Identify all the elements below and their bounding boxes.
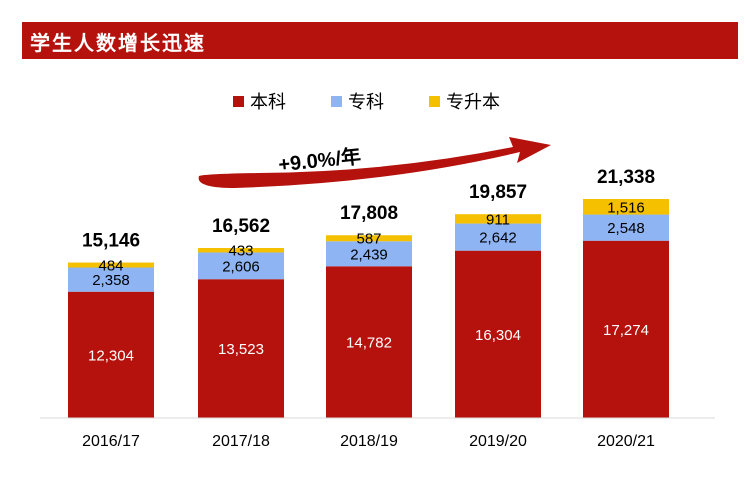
segment-label-3-5: 1,516 [607,199,645,216]
x-tick-label-3: 2018/19 [340,433,398,450]
bar-segment-1-1 [68,291,154,418]
bar-segment-2-5 [583,214,669,241]
total-label-5: 21,338 [597,167,655,188]
segment-label-2-3: 2,439 [350,246,388,263]
segment-label-1-3: 14,782 [346,335,392,352]
legend-label-2: 专科 [348,92,384,113]
bar-group-2019/20: 16,304 2,642 911 19,857 [455,182,541,418]
legend: 本科 专科 专升本 [233,92,500,113]
bar-segment-3-2 [198,248,284,253]
bar-segment-1-3 [326,266,412,418]
segment-label-2-5: 2,548 [607,220,645,237]
x-tick-label-4: 2019/20 [469,433,527,450]
bar-segment-2-4 [455,223,541,251]
bar-segment-2-2 [198,252,284,280]
segment-label-3-4: 911 [486,211,510,228]
x-tick-label-1: 2016/17 [82,433,140,450]
legend-swatch-2 [331,96,342,107]
total-label-3: 17,808 [340,203,398,224]
segment-label-1-5: 17,274 [603,322,649,339]
growth-arrow-shape [198,137,552,188]
segment-label-1-2: 13,523 [218,341,264,358]
legend-swatch-3 [429,96,440,107]
bar-segment-3-5 [583,199,669,215]
total-label-4: 19,857 [469,182,527,203]
legend-label-1: 本科 [250,92,286,113]
segment-label-1-1: 12,304 [88,347,134,364]
x-tick-label-5: 2020/21 [597,433,655,450]
x-tick-label-2: 2017/18 [212,433,270,450]
segment-label-2-2: 2,606 [222,258,260,275]
total-label-1: 15,146 [82,231,140,252]
total-label-2: 16,562 [212,216,270,237]
legend-swatch-1 [233,96,244,107]
segment-label-3-2: 433 [228,243,253,260]
bar-group-2020/21: 17,274 2,548 1,516 21,338 [583,167,669,418]
bar-segment-3-1 [68,262,154,268]
page-title: 学生人数增长迅速 [30,31,206,55]
segment-label-3-3: 587 [356,231,381,248]
bar-segment-1-5 [583,240,669,418]
bar-segment-2-1 [68,267,154,292]
segment-label-2-4: 2,642 [479,230,517,247]
bar-segment-3-4 [455,214,541,224]
x-axis-ticks: 2016/17 2017/18 2018/19 2019/20 2020/21 [82,433,655,450]
growth-arrow: +9.0%/年 [198,137,552,188]
bar-segment-1-2 [198,279,284,418]
segment-label-3-1: 484 [98,258,123,275]
bar-segment-3-3 [326,235,412,242]
segment-label-2-1: 2,358 [92,272,130,289]
bar-segment-1-4 [455,250,541,418]
segment-label-1-4: 16,304 [475,327,521,344]
title-bar: 学生人数增长迅速 [22,22,738,59]
legend-label-3: 专升本 [446,92,500,113]
bar-segment-2-3 [326,241,412,267]
